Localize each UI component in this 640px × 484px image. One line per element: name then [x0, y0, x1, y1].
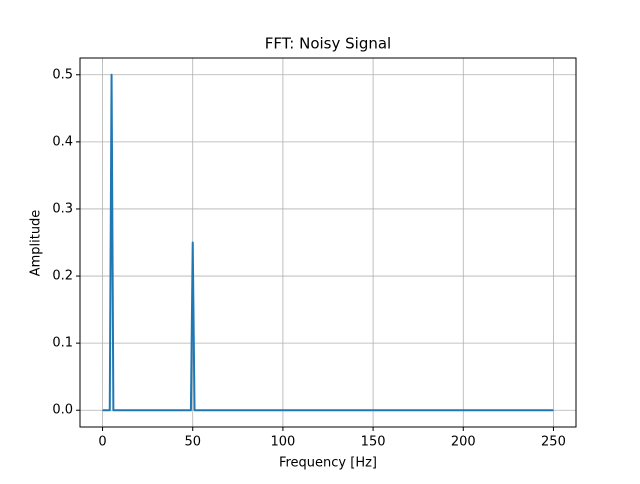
x-tick-label: 50 — [184, 435, 201, 450]
y-tick-label: 0.5 — [52, 67, 73, 82]
plot-frame — [79, 57, 577, 428]
line — [102, 73, 554, 412]
y-tick-label: 0.1 — [52, 336, 73, 351]
x-tick-label: 0 — [98, 435, 106, 450]
x-tick-label: 150 — [361, 435, 386, 450]
y-axis-label: Amplitude — [29, 210, 44, 277]
x-tick-label: 200 — [451, 435, 476, 450]
x-axis-label: Frequency [Hz] — [279, 456, 377, 471]
y-tick-label: 0.2 — [52, 269, 73, 284]
chart-title: FFT: Noisy Signal — [265, 35, 391, 53]
y-tick-label: 0.3 — [52, 201, 73, 216]
x-tick-label: 250 — [541, 435, 566, 450]
x-tick-label: 100 — [270, 435, 295, 450]
y-tick-label: 0.0 — [52, 403, 73, 418]
y-tick-label: 0.4 — [52, 134, 73, 149]
